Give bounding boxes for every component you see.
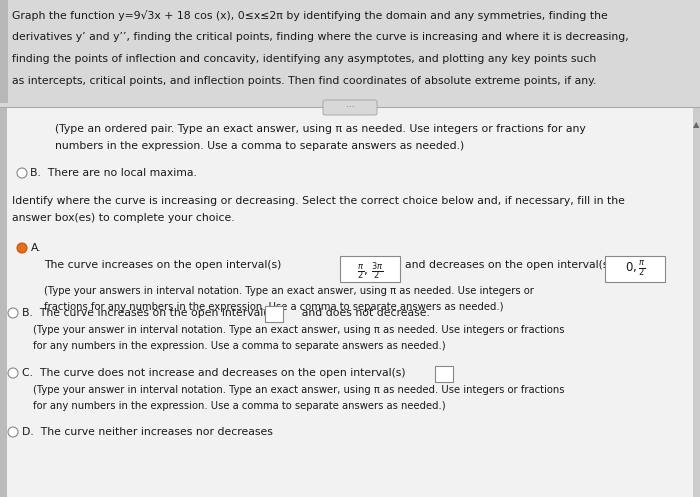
- Text: ▲: ▲: [693, 120, 699, 129]
- Bar: [0, 0, 8, 103]
- Text: A.: A.: [31, 243, 41, 253]
- Text: $\frac{\pi}{2}$, $\frac{3\pi}{2}$: $\frac{\pi}{2}$, $\frac{3\pi}{2}$: [357, 260, 383, 282]
- Text: for any numbers in the expression. Use a comma to separate answers as needed.): for any numbers in the expression. Use a…: [33, 401, 446, 411]
- Text: D.  The curve neither increases nor decreases: D. The curve neither increases nor decre…: [22, 427, 273, 437]
- Text: numbers in the expression. Use a comma to separate answers as needed.): numbers in the expression. Use a comma t…: [55, 141, 464, 151]
- Text: $0, \frac{\pi}{2}$: $0, \frac{\pi}{2}$: [624, 260, 645, 279]
- Circle shape: [17, 168, 27, 178]
- Text: Identify where the curve is increasing or decreasing. Select the correct choice : Identify where the curve is increasing o…: [12, 196, 625, 206]
- Circle shape: [8, 308, 18, 318]
- Text: (Type an ordered pair. Type an exact answer, using π as needed. Use integers or : (Type an ordered pair. Type an exact ans…: [55, 124, 586, 134]
- Text: answer box(es) to complete your choice.: answer box(es) to complete your choice.: [12, 213, 234, 223]
- Text: (Type your answer in interval notation. Type an exact answer, using π as needed.: (Type your answer in interval notation. …: [33, 325, 564, 335]
- Text: Graph the function y=9√3x + 18 cos (x), 0≤x≤2π by identifying the domain and any: Graph the function y=9√3x + 18 cos (x), …: [12, 10, 608, 21]
- Circle shape: [8, 427, 18, 437]
- Bar: [693, 107, 700, 497]
- Circle shape: [8, 368, 18, 378]
- Text: fractions for any numbers in the expression. Use a comma to separate answers as : fractions for any numbers in the express…: [44, 302, 503, 312]
- Bar: [435, 366, 453, 382]
- Text: ···: ···: [346, 103, 354, 112]
- Text: B.  There are no local maxima.: B. There are no local maxima.: [30, 168, 197, 178]
- Bar: [340, 256, 400, 282]
- Text: and decreases on the open interval(s): and decreases on the open interval(s): [405, 260, 612, 270]
- Text: for any numbers in the expression. Use a comma to separate answers as needed.): for any numbers in the expression. Use a…: [33, 341, 446, 351]
- Bar: [265, 306, 283, 322]
- Bar: [0, 107, 7, 497]
- Text: B.  The curve increases on the open interval(s)       and does not decrease.: B. The curve increases on the open inter…: [22, 308, 430, 318]
- Text: finding the points of inflection and concavity, identifying any asymptotes, and : finding the points of inflection and con…: [12, 54, 596, 64]
- Text: (Type your answers in interval notation. Type an exact answer, using π as needed: (Type your answers in interval notation.…: [44, 286, 534, 296]
- FancyBboxPatch shape: [323, 100, 377, 115]
- Bar: [605, 256, 665, 282]
- Circle shape: [17, 243, 27, 253]
- Text: (Type your answer in interval notation. Type an exact answer, using π as needed.: (Type your answer in interval notation. …: [33, 385, 564, 395]
- Bar: [0, 107, 700, 497]
- Text: C.  The curve does not increase and decreases on the open interval(s): C. The curve does not increase and decre…: [22, 368, 405, 378]
- Bar: [0, 0, 700, 103]
- Text: derivatives y’ and y’’, finding the critical points, finding where the curve is : derivatives y’ and y’’, finding the crit…: [12, 32, 629, 42]
- Text: as intercepts, critical points, and inflection points. Then find coordinates of : as intercepts, critical points, and infl…: [12, 76, 596, 86]
- Text: The curve increases on the open interval(s): The curve increases on the open interval…: [44, 260, 281, 270]
